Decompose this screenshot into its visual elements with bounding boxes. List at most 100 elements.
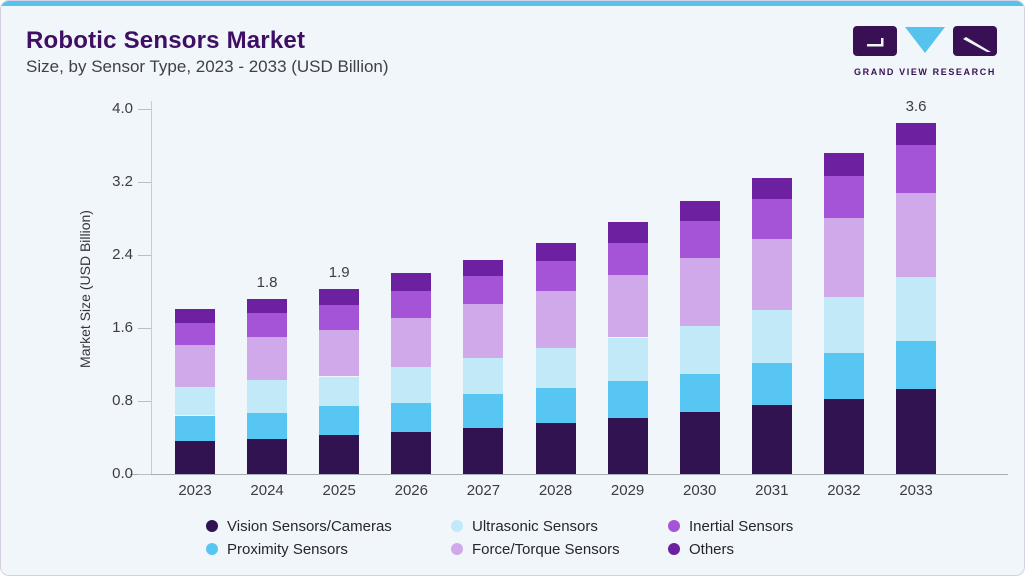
bar-segment-2027 bbox=[463, 304, 504, 358]
legend-dot-icon bbox=[668, 520, 680, 532]
x-tick-label: 2029 bbox=[610, 482, 645, 499]
y-tick-label: 0.8 bbox=[112, 392, 133, 409]
x-tick-label: 2031 bbox=[755, 482, 789, 499]
page-title: Robotic Sensors Market bbox=[26, 27, 306, 54]
bar-segment-2032 bbox=[823, 296, 864, 354]
bar-segment-2023 bbox=[175, 440, 215, 474]
y-tick-mark bbox=[138, 182, 151, 183]
legend-label: Force/Torque Sensors bbox=[472, 540, 620, 558]
bar-segment-2024 bbox=[247, 336, 288, 381]
bar-segment-2028 bbox=[535, 423, 576, 474]
top-accent-bar bbox=[1, 1, 1024, 6]
bar-segment-2030 bbox=[679, 257, 720, 326]
bar-segment-2032 bbox=[823, 353, 864, 399]
bar-segment-2025 bbox=[319, 405, 360, 435]
bar-segment-2032 bbox=[823, 217, 864, 297]
bar-segment-2027 bbox=[463, 357, 504, 395]
bar-segment-2030 bbox=[679, 411, 720, 474]
y-tick-mark bbox=[138, 109, 151, 110]
legend-item: Force/Torque Sensors bbox=[451, 539, 620, 559]
legend-label: Inertial Sensors bbox=[689, 517, 794, 535]
bar-segment-2024 bbox=[247, 438, 288, 474]
bar-value-label: 1.9 bbox=[328, 263, 350, 281]
brand-logo: GRAND VIEW RESEARCH bbox=[851, 25, 999, 77]
bar-segment-2029 bbox=[607, 381, 648, 419]
bar-segment-2031 bbox=[751, 310, 792, 363]
brand-logo-text: GRAND VIEW RESEARCH bbox=[854, 67, 996, 77]
bar-segment-2029 bbox=[607, 242, 648, 276]
bar-segment-2023 bbox=[175, 309, 215, 323]
bar-segment-2028 bbox=[535, 290, 576, 349]
bar-segment-2031 bbox=[751, 199, 792, 240]
bar-segment-2031 bbox=[751, 239, 792, 311]
legend-item: Ultrasonic Sensors bbox=[451, 516, 598, 536]
x-axis-line bbox=[130, 474, 1008, 475]
page-subtitle: Size, by Sensor Type, 2023 - 2033 (USD B… bbox=[26, 57, 389, 76]
legend-label: Proximity Sensors bbox=[227, 540, 348, 558]
bar-segment-2028 bbox=[535, 388, 576, 424]
bar-segment-2026 bbox=[391, 366, 432, 403]
bar-segment-2032 bbox=[823, 175, 864, 218]
x-tick-label: 2027 bbox=[466, 482, 501, 499]
bar-segment-2033 bbox=[896, 193, 936, 278]
legend-item: Proximity Sensors bbox=[206, 539, 348, 559]
bar-segment-2024 bbox=[247, 380, 288, 413]
x-tick-label: 2030 bbox=[683, 482, 717, 499]
bar-segment-2026 bbox=[391, 273, 432, 291]
bar-segment-2029 bbox=[607, 222, 648, 243]
bar-segment-2030 bbox=[679, 221, 720, 258]
bar-segment-2030 bbox=[679, 325, 720, 374]
y-tick-label: 0.0 bbox=[112, 465, 133, 482]
bar-segment-2026 bbox=[391, 432, 432, 474]
legend-dot-icon bbox=[668, 543, 680, 555]
bar-segment-2023 bbox=[175, 415, 215, 441]
bar-segment-2023 bbox=[175, 345, 215, 388]
bar-segment-2026 bbox=[391, 290, 432, 318]
bar-segment-2033 bbox=[896, 341, 936, 390]
bar-segment-2025 bbox=[319, 376, 360, 406]
bar-segment-2031 bbox=[751, 177, 792, 200]
y-tick-mark bbox=[138, 255, 151, 256]
legend-label: Others bbox=[689, 540, 735, 558]
bar-segment-2029 bbox=[607, 418, 648, 474]
y-tick-label: 1.6 bbox=[112, 319, 133, 336]
bar-segment-2023 bbox=[175, 322, 215, 346]
bar-segment-2023 bbox=[175, 387, 215, 416]
x-tick-label: 2032 bbox=[827, 482, 861, 499]
y-tick-label: 3.2 bbox=[112, 173, 133, 190]
legend-dot-icon bbox=[451, 543, 463, 555]
bar-segment-2026 bbox=[391, 318, 432, 367]
bar-segment-2031 bbox=[751, 404, 792, 474]
bar-segment-2024 bbox=[247, 298, 288, 314]
x-tick-label: 2033 bbox=[899, 482, 933, 499]
bar-segment-2033 bbox=[896, 277, 936, 342]
y-tick-mark bbox=[138, 474, 151, 475]
legend-dot-icon bbox=[451, 520, 463, 532]
legend-item: Others bbox=[668, 539, 734, 559]
bar-segment-2033 bbox=[896, 389, 936, 474]
x-tick-label: 2026 bbox=[394, 482, 428, 499]
bar-segment-2029 bbox=[607, 275, 648, 338]
y-tick-mark bbox=[138, 328, 151, 329]
bar-segment-2028 bbox=[535, 242, 576, 262]
bar-segment-2033 bbox=[896, 145, 936, 194]
x-tick-label: 2023 bbox=[178, 482, 212, 499]
bar-segment-2030 bbox=[679, 373, 720, 412]
bar-segment-2025 bbox=[319, 329, 360, 377]
legend-dot-icon bbox=[206, 520, 218, 532]
bar-segment-2032 bbox=[823, 398, 864, 474]
y-tick-label: 4.0 bbox=[112, 100, 133, 117]
bar-segment-2028 bbox=[535, 261, 576, 291]
y-axis-line bbox=[151, 101, 152, 474]
bar-segment-2031 bbox=[751, 362, 792, 405]
x-tick-label: 2028 bbox=[538, 482, 573, 499]
x-tick-label: 2024 bbox=[250, 482, 284, 499]
bar-segment-2033 bbox=[896, 123, 936, 146]
bar-segment-2027 bbox=[463, 276, 504, 305]
legend-item: Vision Sensors/Cameras bbox=[206, 516, 392, 536]
y-axis-title: Market Size (USD Billion) bbox=[77, 210, 93, 368]
x-tick-label: 2025 bbox=[322, 482, 356, 499]
legend-label: Vision Sensors/Cameras bbox=[227, 517, 392, 535]
bar-segment-2026 bbox=[391, 402, 432, 433]
